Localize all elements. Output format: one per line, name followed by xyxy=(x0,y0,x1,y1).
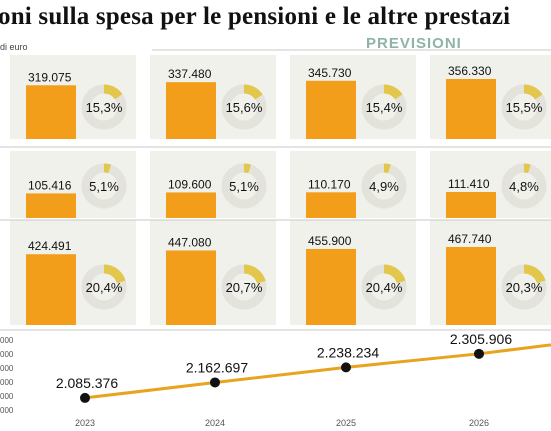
share-label: 5,1% xyxy=(89,179,119,194)
share-label: 15,3% xyxy=(86,100,123,115)
x-tick-label: 2023 xyxy=(75,418,95,428)
bar-value-label: 110.170 xyxy=(308,177,351,191)
y-tick-label: 000 xyxy=(0,406,14,415)
bar-r0-2025 xyxy=(306,80,356,139)
share-label: 15,6% xyxy=(226,100,263,115)
trend-value-label: 2.085.376 xyxy=(56,375,118,391)
share-ring-arc xyxy=(523,264,546,284)
bar-r2-2024 xyxy=(166,250,216,325)
bar-value-label: 105.416 xyxy=(28,178,72,192)
trend-point-2025 xyxy=(341,362,351,373)
bar-r1-2023 xyxy=(26,193,76,218)
share-label: 5,1% xyxy=(229,179,259,194)
bar-r2-2023 xyxy=(26,254,76,325)
x-tick-label: 2024 xyxy=(205,418,225,428)
share-ring-arc xyxy=(523,84,543,100)
share-label: 15,4% xyxy=(366,100,403,115)
bar-r1-2025 xyxy=(306,192,356,218)
trend-point-2024 xyxy=(210,377,220,388)
bar-r0-2026 xyxy=(446,79,496,139)
share-ring-arc xyxy=(383,163,391,174)
bar-value-label: 424.491 xyxy=(28,239,72,253)
y-tick-label: 000 xyxy=(0,392,14,401)
bar-value-label: 109.600 xyxy=(168,177,212,191)
bar-r2-2026 xyxy=(446,247,496,325)
share-ring-arc xyxy=(243,163,252,174)
share-label: 4,8% xyxy=(509,179,539,194)
bar-value-label: 467.740 xyxy=(448,232,492,246)
bar-value-label: 455.900 xyxy=(308,234,352,248)
share-ring-arc xyxy=(243,264,266,284)
bar-value-label: 356.330 xyxy=(448,64,492,78)
share-label: 20,4% xyxy=(86,280,123,295)
chart-title: oni sulla spesa per le pensioni e le alt… xyxy=(0,3,511,30)
bar-value-label: 337.480 xyxy=(168,67,212,81)
trend-value-label: 2.162.697 xyxy=(186,359,248,375)
share-label: 20,4% xyxy=(366,280,403,295)
y-tick-label: 000 xyxy=(0,350,14,359)
bar-r1-2026 xyxy=(446,192,496,218)
unit-label: di euro xyxy=(0,42,28,52)
share-label: 20,3% xyxy=(506,280,543,295)
share-ring-arc xyxy=(243,84,263,100)
trend-point-2026 xyxy=(474,348,484,359)
share-ring-arc xyxy=(383,264,406,284)
trend-value-label: 2.305.906 xyxy=(450,331,512,347)
forecast-label: PREVISIONI xyxy=(366,35,462,52)
share-label: 15,5% xyxy=(506,100,543,115)
bar-r0-2023 xyxy=(26,85,76,139)
bar-value-label: 319.075 xyxy=(28,70,72,84)
share-ring-arc xyxy=(383,84,403,100)
y-tick-label: 000 xyxy=(0,378,14,387)
x-tick-label: 2026 xyxy=(469,418,489,428)
trend-value-label: 2.238.234 xyxy=(317,344,379,360)
share-ring-arc xyxy=(103,163,112,174)
bar-r1-2024 xyxy=(166,192,216,218)
bar-value-label: 345.730 xyxy=(308,66,352,80)
share-ring-arc xyxy=(523,163,531,174)
y-tick-label: 000 xyxy=(0,336,14,345)
bar-value-label: 111.410 xyxy=(448,177,490,191)
share-ring-arc xyxy=(103,84,123,100)
x-tick-label: 2025 xyxy=(336,418,356,428)
share-label: 20,7% xyxy=(226,280,263,295)
bar-r0-2024 xyxy=(166,82,216,139)
bar-r2-2025 xyxy=(306,248,356,325)
share-ring-arc xyxy=(103,264,126,284)
bar-value-label: 447.080 xyxy=(168,235,212,249)
share-label: 4,9% xyxy=(369,179,399,194)
trend-point-2023 xyxy=(80,392,90,403)
y-tick-label: 000 xyxy=(0,364,14,373)
